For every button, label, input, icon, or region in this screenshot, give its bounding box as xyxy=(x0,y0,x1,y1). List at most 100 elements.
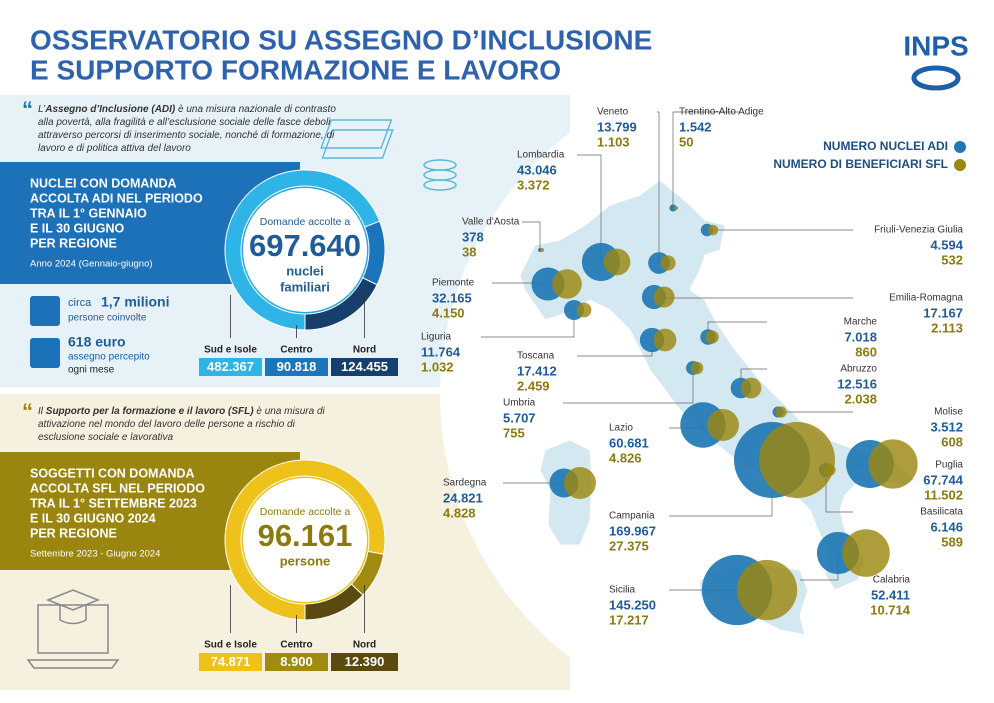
laptop-icon xyxy=(26,589,120,669)
region-name: Puglia xyxy=(935,460,963,471)
quote-mark: “ xyxy=(22,97,33,122)
area-box xyxy=(199,653,262,671)
area-name: Sud e Isole xyxy=(204,345,257,356)
heading-line: ACCOLTA ADI NEL PERIODO xyxy=(30,191,203,205)
intro-part: Assegno d’Inclusione (ADI) xyxy=(45,104,176,115)
area-value: 8.900 xyxy=(280,654,313,669)
area-name: Sud e Isole xyxy=(204,640,257,651)
sfl-bubble xyxy=(653,286,675,308)
region-adi: 52.411 xyxy=(871,587,910,602)
sfl-bubble xyxy=(842,529,890,577)
sfl-bubble xyxy=(564,467,596,499)
region-name: Umbria xyxy=(503,398,536,409)
area-arc xyxy=(224,459,386,621)
region-name: Toscana xyxy=(517,351,555,362)
sfl-bubble xyxy=(759,422,835,498)
leader-line xyxy=(522,221,541,250)
sfl-bubble xyxy=(868,439,918,489)
area-arc xyxy=(224,169,381,331)
intro-part: è una misura di attivazione nel mondo de… xyxy=(38,406,325,443)
region-name: Calabria xyxy=(873,575,911,586)
area-box xyxy=(265,358,328,376)
intro-part: è una misura nazionale di contrasto alla… xyxy=(38,104,336,154)
area-name: Centro xyxy=(280,640,312,651)
heading-line: TRA IL 1° GENNAIO xyxy=(30,206,147,220)
sfl-bubble xyxy=(674,206,678,210)
region-adi: 43.046 xyxy=(517,162,557,177)
people-icon xyxy=(30,296,60,326)
region-adi: 13.799 xyxy=(597,119,637,134)
region-name: Sicilia xyxy=(609,585,636,596)
circle-caption: Domande accolte a xyxy=(260,506,351,518)
area-value: 12.390 xyxy=(345,654,385,669)
legend-label: NUMERO NUCLEI ADI xyxy=(823,139,948,153)
circle-caption: Domande accolte a xyxy=(260,216,351,228)
region-sfl: 589 xyxy=(941,534,963,549)
region-adi: 4.594 xyxy=(930,237,963,252)
heading-line: E IL 30 GIUGNO xyxy=(30,221,125,235)
region-adi: 1.542 xyxy=(679,119,712,134)
leader-line xyxy=(577,154,602,262)
region-sfl: 1.032 xyxy=(421,359,454,374)
region-sfl: 608 xyxy=(941,434,963,449)
intro-part: Supporto per la formazione e il lavoro (… xyxy=(45,406,254,417)
region-sfl: 2.459 xyxy=(517,378,550,393)
region-adi: 5.707 xyxy=(503,410,536,425)
total-unit: persone xyxy=(280,553,331,568)
region-adi: 3.512 xyxy=(930,419,963,434)
region-sfl: 10.714 xyxy=(870,602,911,617)
area-value: 124.455 xyxy=(341,359,388,374)
region-sfl: 17.217 xyxy=(609,612,649,627)
heading-line: PER REGIONE xyxy=(30,526,117,540)
region-sfl: 532 xyxy=(941,252,963,267)
region-sfl: 38 xyxy=(462,244,476,259)
region-adi: 17.167 xyxy=(923,305,963,320)
intro-part: L’ xyxy=(38,104,46,115)
region-adi: 24.821 xyxy=(443,490,483,505)
total-inner xyxy=(243,478,367,602)
fact-text: assegno percepito xyxy=(68,352,150,363)
area-box xyxy=(331,358,398,376)
region-name: Veneto xyxy=(597,107,629,118)
bubbles xyxy=(531,204,918,626)
region-adi: 60.681 xyxy=(609,435,649,450)
region-sfl: 4.150 xyxy=(432,305,465,320)
title-line: E SUPPORTO FORMAZIONE E LAVORO xyxy=(30,54,561,85)
sfl-bubble xyxy=(736,559,798,621)
area-arc xyxy=(304,277,378,331)
total-unit: familiari xyxy=(280,279,330,294)
heading-line: SOGGETTI CON DOMANDA xyxy=(30,466,195,480)
region-sfl: 50 xyxy=(679,134,693,149)
sfl-bubble xyxy=(576,302,592,318)
heading-line: ACCOLTA SFL NEL PERIODO xyxy=(30,481,205,495)
fact-text: ogni mese xyxy=(68,365,115,376)
area-value: 90.818 xyxy=(277,359,317,374)
region-adi: 145.250 xyxy=(609,597,656,612)
region-adi: 6.146 xyxy=(930,519,963,534)
sfl-bubble xyxy=(660,255,676,271)
fact-text: persone coinvolte xyxy=(68,313,147,324)
region-adi: 67.744 xyxy=(923,472,964,487)
region-sfl: 860 xyxy=(855,344,877,359)
region-sfl: 1.103 xyxy=(597,134,630,149)
region-sfl: 2.113 xyxy=(931,320,963,335)
area-box xyxy=(199,358,262,376)
region-adi: 32.165 xyxy=(432,290,472,305)
area-value: 482.367 xyxy=(207,359,254,374)
region-adi: 7.018 xyxy=(844,329,877,344)
sfl-bubble xyxy=(705,330,719,344)
area-name: Nord xyxy=(353,345,376,356)
sfl-bubble xyxy=(707,224,719,236)
region-sfl: 11.502 xyxy=(924,487,963,502)
heading-line: E IL 30 GIUGNO 2024 xyxy=(30,511,156,525)
region-sfl: 755 xyxy=(503,425,525,440)
leader-line xyxy=(657,111,660,263)
legend-swatch xyxy=(954,159,966,171)
region-name: Sardegna xyxy=(443,478,487,489)
fact-highlight: 618 euro xyxy=(68,334,126,350)
region-name: Friuli-Venezia Giulia xyxy=(874,225,963,236)
period: Anno 2024 (Gennaio-giugno) xyxy=(30,259,153,270)
intro-part: Il xyxy=(38,406,46,417)
heading-line: PER REGIONE xyxy=(30,236,117,250)
